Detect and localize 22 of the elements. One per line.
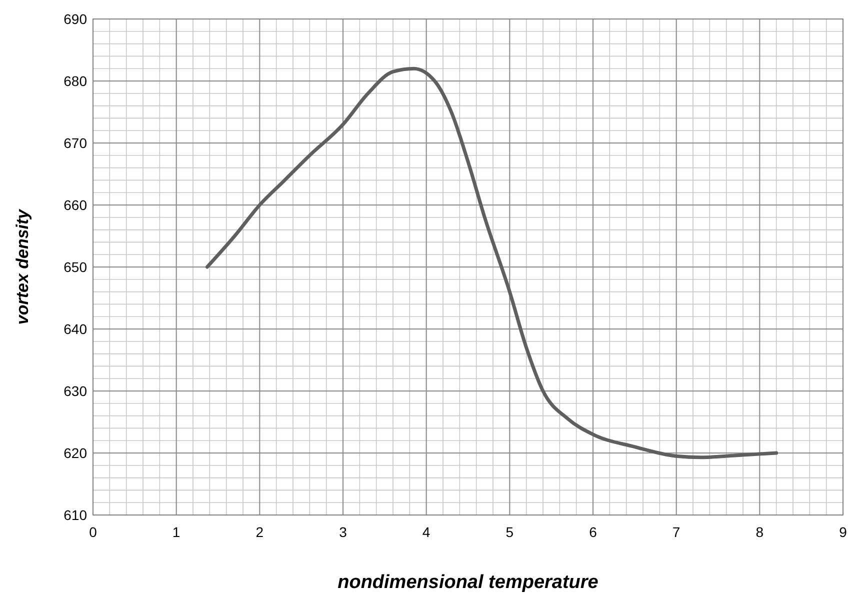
x-tick-label: 8 bbox=[756, 524, 764, 540]
y-tick-label: 640 bbox=[64, 321, 88, 337]
y-tick-label: 620 bbox=[64, 445, 88, 461]
x-tick-label: 1 bbox=[172, 524, 180, 540]
x-tick-label: 4 bbox=[422, 524, 430, 540]
x-tick-label: 0 bbox=[89, 524, 98, 540]
x-tick-label: 3 bbox=[339, 524, 348, 540]
y-tick-label: 610 bbox=[64, 507, 88, 523]
x-axis-title: nondimensional temperature bbox=[338, 572, 599, 593]
y-tick-label: 690 bbox=[64, 11, 88, 27]
y-tick-label: 650 bbox=[64, 259, 88, 275]
y-tick-label: 680 bbox=[64, 73, 88, 89]
x-tick-label: 9 bbox=[839, 524, 848, 540]
x-tick-label: 7 bbox=[672, 524, 680, 540]
y-axis-title: vortex density bbox=[13, 208, 32, 325]
y-tick-label: 670 bbox=[64, 135, 88, 151]
y-tick-label: 660 bbox=[64, 197, 88, 213]
x-tick-label: 6 bbox=[589, 524, 598, 540]
y-tick-label: 630 bbox=[64, 383, 88, 399]
x-tick-label: 5 bbox=[506, 524, 514, 540]
line-series bbox=[205, 66, 778, 460]
x-tick-label: 2 bbox=[256, 524, 264, 540]
